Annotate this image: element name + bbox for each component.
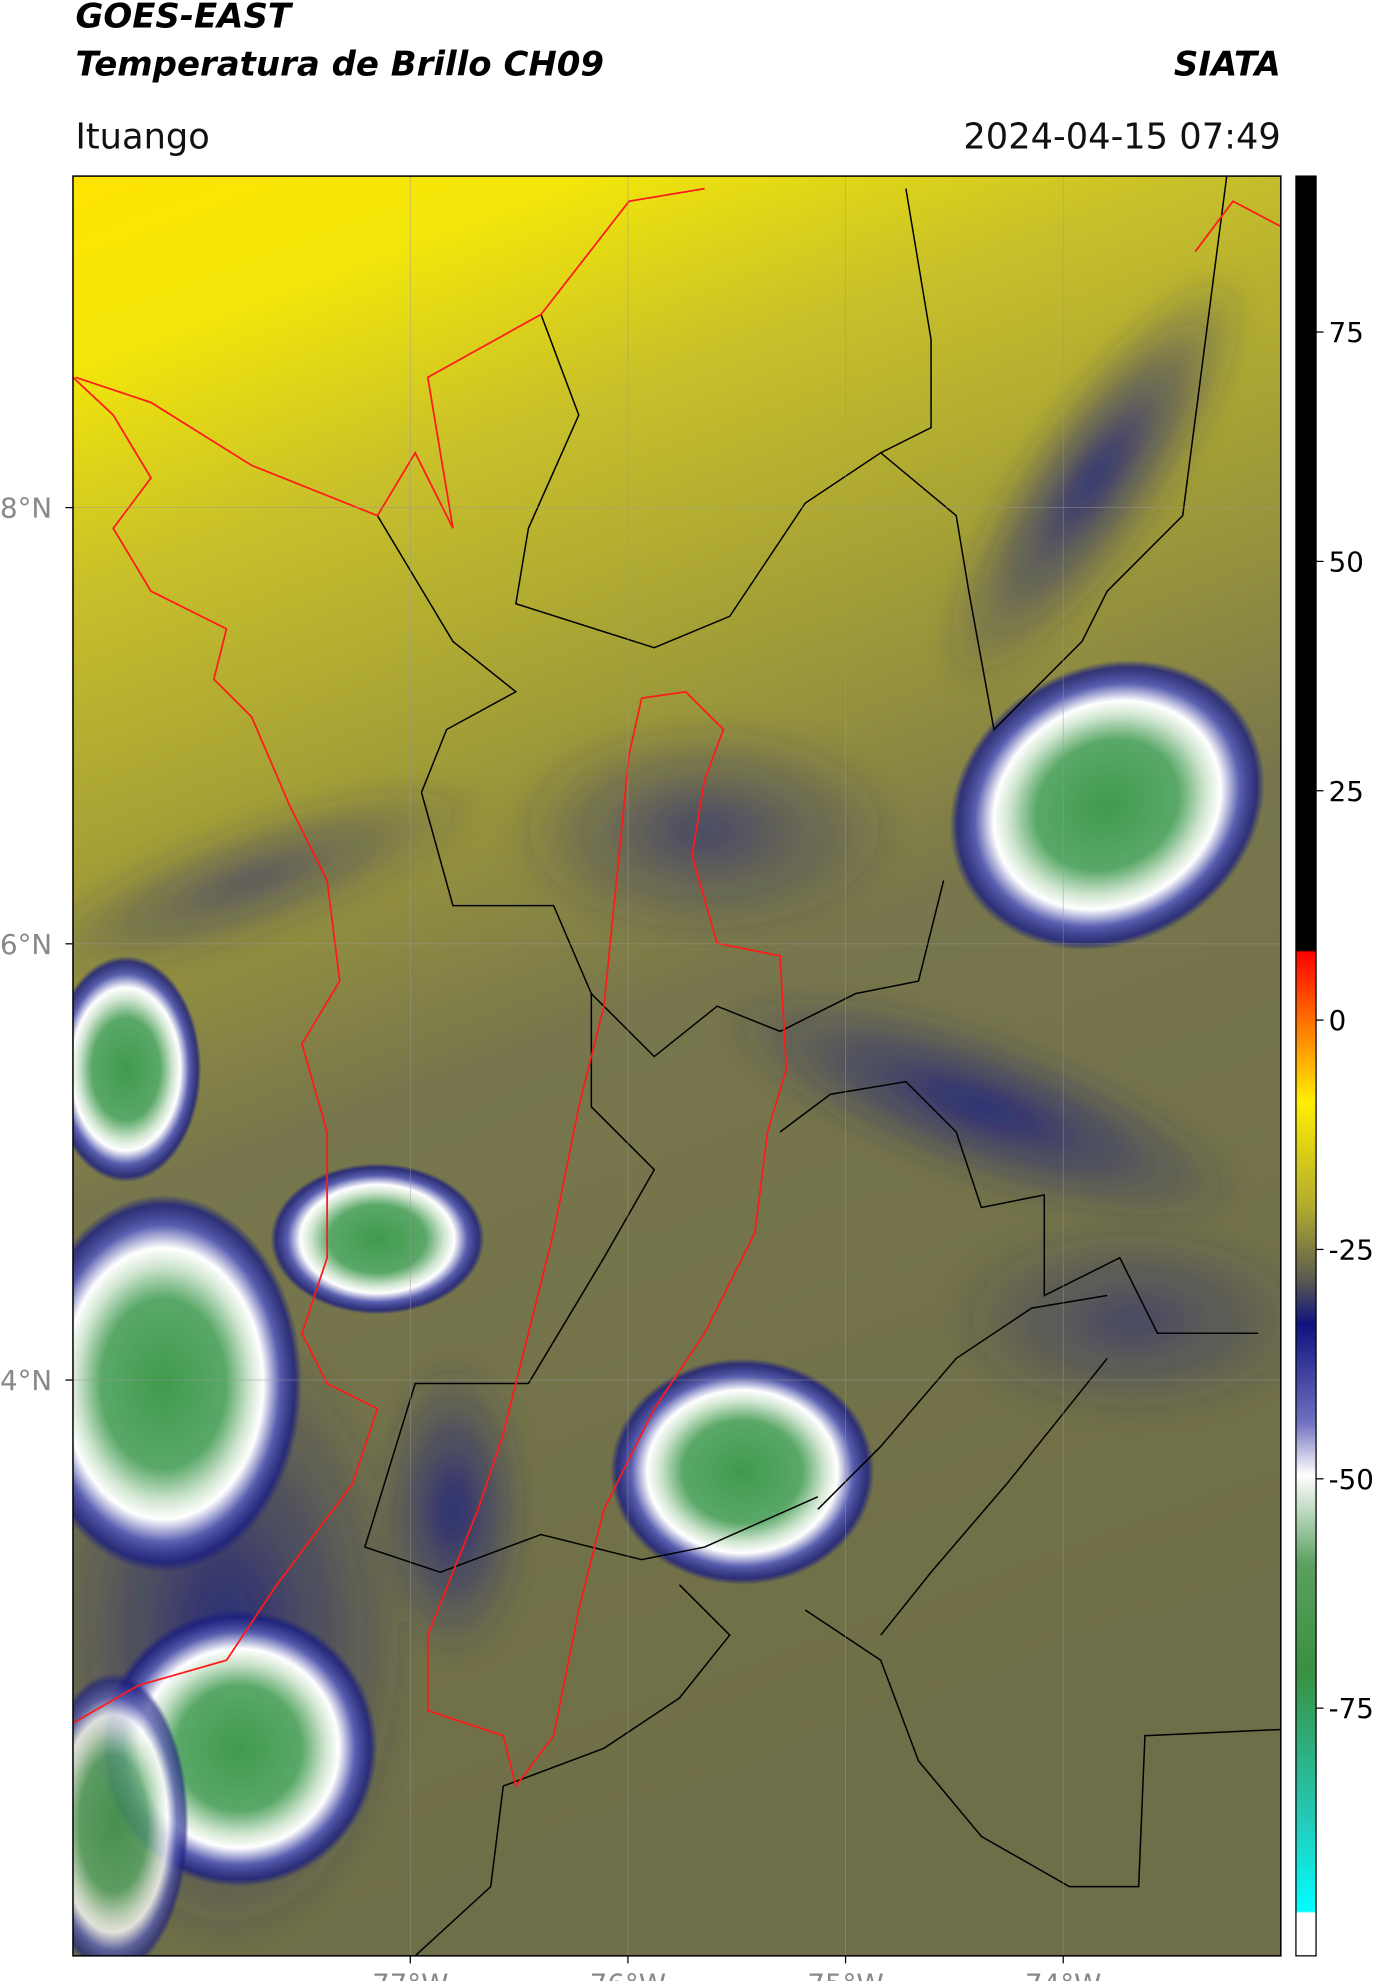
x-tick-label: 75°W [807, 1968, 883, 1981]
timestamp: 2024-04-15 07:49 [963, 116, 1280, 157]
title-line1: GOES-EAST [75, 0, 293, 37]
graticule [72, 176, 1281, 1956]
colorbar-tick-label: -75 [1329, 1692, 1374, 1725]
x-tick-label: 74°W [1025, 1968, 1101, 1981]
y-tick-label: 6°N [0, 928, 52, 961]
colorbar [1295, 175, 1317, 1957]
satellite-image [72, 176, 1281, 1956]
colorbar-tick-label: 50 [1329, 545, 1364, 578]
x-tick-label: 77°W [372, 1968, 448, 1981]
colorbar-tick-label: 25 [1329, 775, 1364, 808]
y-tick-label: 8°N [0, 492, 52, 525]
title-line2: Temperatura de Brillo CH09 [75, 44, 604, 84]
colorbar-tick-label: 75 [1329, 316, 1364, 349]
colorbar-tick-label: -25 [1329, 1234, 1374, 1267]
colorbar-tick-label: -50 [1329, 1463, 1374, 1496]
map-frame [72, 175, 1282, 1957]
colorbar-tick-label: 0 [1329, 1004, 1347, 1037]
y-tick-label: 4°N [0, 1364, 52, 1397]
location: Ituango [75, 116, 209, 157]
x-tick-label: 76°W [590, 1968, 666, 1981]
source: SIATA [1174, 44, 1281, 84]
